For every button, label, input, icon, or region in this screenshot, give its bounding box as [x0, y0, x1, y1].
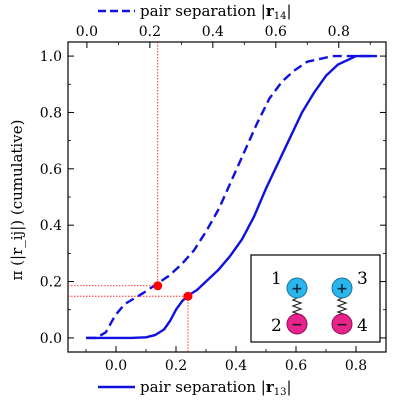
svg-text:−: −	[336, 317, 348, 333]
y-tick-label-5: 1.0	[40, 49, 62, 65]
svg-text:−: −	[291, 317, 303, 333]
marker-point-0	[153, 281, 163, 291]
series-lines	[86, 54, 377, 340]
bottom-tick-label-0: 0.0	[105, 358, 127, 374]
svg-text:+: +	[291, 281, 303, 297]
particle-2: −	[286, 313, 308, 335]
top-tick-label-1: 0.2	[139, 24, 161, 40]
top-tick-label-2: 0.4	[202, 24, 224, 40]
bottom-tick-label-4: 0.8	[345, 358, 367, 374]
inset-diagram: + − + − 1 2 3 4	[250, 254, 381, 343]
y-tick-label-0: 0.0	[40, 331, 62, 347]
series-line-solid	[86, 54, 377, 340]
top-tick-label-3: 0.6	[265, 24, 287, 40]
inset-label-2: 2	[271, 316, 282, 336]
marker-point-1	[183, 291, 193, 301]
y-tick-label-1: 0.2	[40, 275, 62, 291]
top-tick-label-0: 0.0	[76, 24, 98, 40]
y-tick-label-4: 0.8	[40, 105, 62, 121]
particle-4: −	[331, 313, 353, 335]
bottom-tick-label-2: 0.4	[225, 358, 247, 374]
bottom-tick-label-3: 0.6	[285, 358, 307, 374]
top-tick-label-4: 0.8	[328, 24, 350, 40]
particle-3: +	[331, 277, 353, 299]
inset-frame	[250, 254, 381, 343]
markers	[153, 281, 193, 301]
svg-text:+: +	[336, 281, 348, 297]
series-line-dashed	[86, 54, 371, 340]
guide-lines	[68, 42, 189, 352]
y-tick-label-3: 0.6	[40, 162, 62, 178]
y-tick-label-2: 0.4	[40, 218, 62, 234]
particle-1: +	[286, 277, 308, 299]
ticks: 0.0 0.2 0.4 0.6 0.8 1.0 0.0 0.2 0.4 0.6 0.8 0.0 0.2 0…	[40, 24, 387, 374]
y-axis-title: π (|r_ij|) (cumulative)	[8, 120, 26, 281]
bottom-axis-title: pair separation |r13|	[140, 378, 292, 398]
inset-label-4: 4	[357, 316, 368, 336]
bottom-tick-label-1: 0.2	[165, 358, 187, 374]
inset-label-1: 1	[271, 269, 282, 289]
top-axis-title: pair separation |r14|	[140, 2, 292, 22]
inset-label-3: 3	[357, 269, 368, 289]
